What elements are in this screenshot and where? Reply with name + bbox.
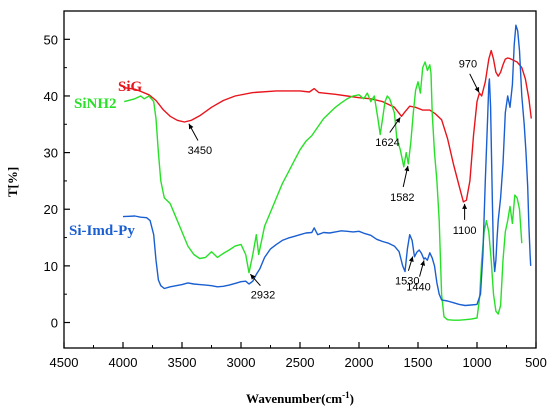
legend-label-sinh2: SiNH2 [74,96,117,112]
x-tick-label: 500 [525,355,547,370]
annotation-label: 3450 [188,145,212,157]
x-tick-label: 4000 [109,355,138,370]
y-tick-label: 40 [44,89,58,104]
x-tick-label: 1000 [463,355,492,370]
annotation-arrow-head [188,123,194,130]
y-tick-label: 30 [44,146,58,161]
y-axis-title: T[%] [5,167,20,197]
x-axis-title-superscript: -1 [342,390,350,400]
x-axis-title-close: ) [350,391,354,406]
x-axis-title: Wavenumber(cm-1) [246,390,354,406]
y-tick-label: 20 [44,202,58,217]
x-tick-label: 2500 [286,355,315,370]
x-tick-label: 4500 [50,355,79,370]
x-axis-title-main: Wavenumber(cm [246,391,342,406]
legend-label-sig: SiG [118,79,143,95]
annotation-label: 1440 [406,282,430,294]
series-lines [122,24,532,321]
annotation-label: 1582 [390,192,414,204]
annotation-arrow-head [408,256,414,262]
series-line-sinh2 [124,61,523,321]
x-tick-label: 1500 [404,355,433,370]
annotation-arrow-head [474,86,480,93]
annotation-arrow-head [395,117,401,123]
annotation-arrow-head [462,203,468,209]
y-tick-label: 50 [44,32,58,47]
x-axis: 4500 4000 3500 3000 2500 2000 1500 1000 500 [50,342,547,370]
series-line-si-imd-py [122,24,532,307]
x-tick-label: 3000 [227,355,256,370]
series-line-sig [122,49,532,203]
annotation-label: 1624 [375,137,399,149]
y-tick-label: 10 [44,259,58,274]
y-axis: 0 10 20 30 40 50 [44,32,70,331]
x-tick-label: 2000 [345,355,374,370]
annotation-label: 1100 [453,225,477,237]
annotation-arrow-head [420,260,426,266]
annotation-arrow-head [404,165,410,172]
annotation-label: 1530 [395,276,419,288]
annotation-label: 2932 [251,290,275,302]
annotation-arrow-head [250,274,256,280]
y-tick-label: 0 [51,316,58,331]
legend-label-si-imd-py: Si-Imd-Py [69,223,135,239]
annotation-label: 970 [459,58,477,70]
x-tick-label: 3500 [168,355,197,370]
